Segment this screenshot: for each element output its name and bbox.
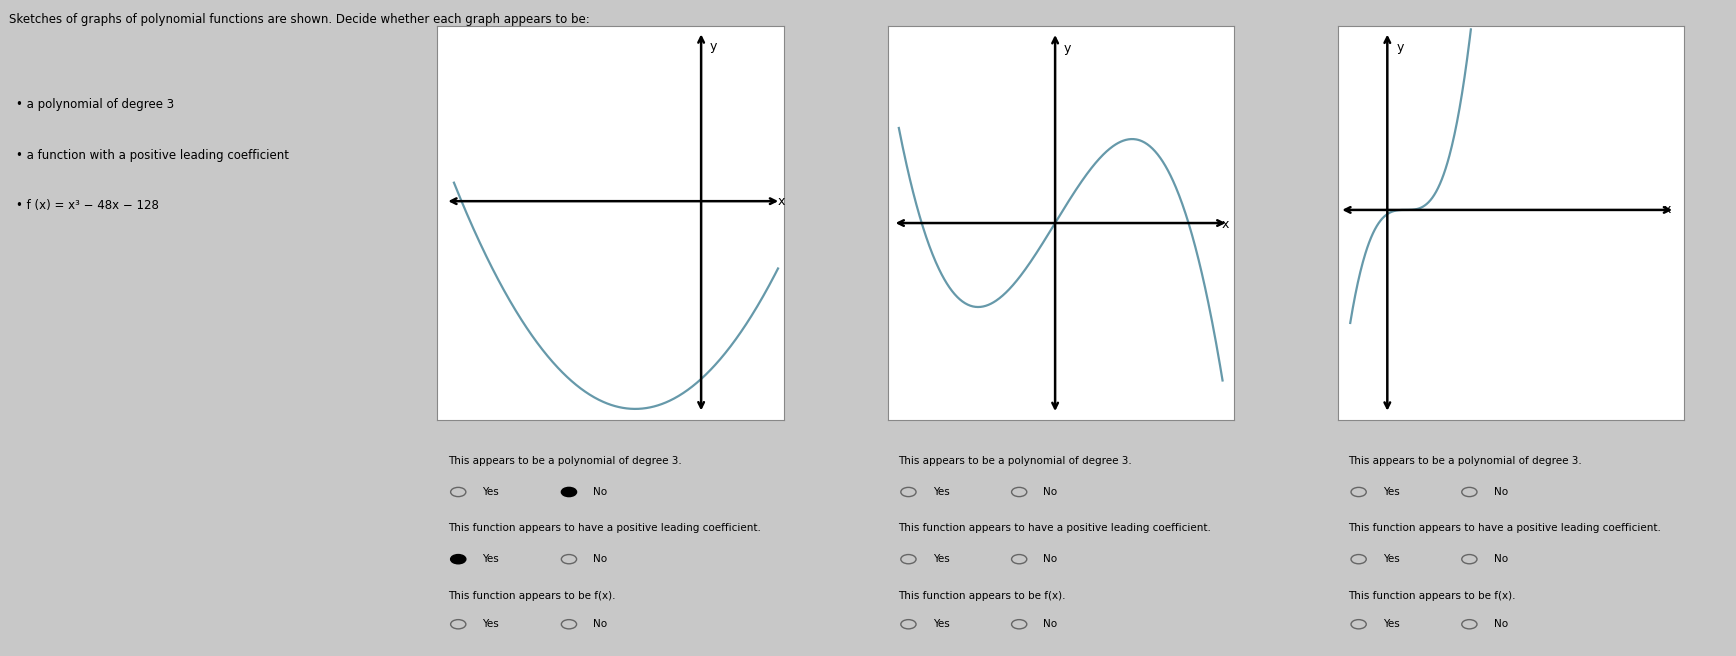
Text: Yes: Yes bbox=[932, 554, 950, 564]
Text: This function appears to be f(x).: This function appears to be f(x). bbox=[1349, 590, 1516, 601]
Text: This appears to be a polynomial of degree 3.: This appears to be a polynomial of degre… bbox=[1349, 457, 1581, 466]
Text: This function appears to have a positive leading coefficient.: This function appears to have a positive… bbox=[898, 523, 1212, 533]
Text: This function appears to have a positive leading coefficient.: This function appears to have a positive… bbox=[448, 523, 760, 533]
Text: This function appears to be f(x).: This function appears to be f(x). bbox=[898, 590, 1066, 601]
Text: No: No bbox=[1493, 487, 1509, 497]
Text: Sketches of graphs of polynomial functions are shown. Decide whether each graph : Sketches of graphs of polynomial functio… bbox=[9, 13, 590, 26]
Text: Yes: Yes bbox=[483, 619, 500, 629]
Text: This appears to be a polynomial of degree 3.: This appears to be a polynomial of degre… bbox=[448, 457, 682, 466]
Circle shape bbox=[561, 487, 576, 497]
Text: y: y bbox=[710, 40, 717, 53]
Text: No: No bbox=[1043, 554, 1057, 564]
Text: Yes: Yes bbox=[483, 554, 500, 564]
Text: • a polynomial of degree 3: • a polynomial of degree 3 bbox=[16, 98, 174, 111]
Text: y: y bbox=[1064, 42, 1071, 55]
Text: • f (x) = x³ − 48x − 128: • f (x) = x³ − 48x − 128 bbox=[16, 199, 160, 213]
Text: This appears to be a polynomial of degree 3.: This appears to be a polynomial of degre… bbox=[898, 457, 1132, 466]
Text: No: No bbox=[1043, 487, 1057, 497]
Text: x: x bbox=[1663, 203, 1670, 216]
Text: Yes: Yes bbox=[932, 487, 950, 497]
Text: y: y bbox=[1396, 41, 1404, 54]
Text: This function appears to have a positive leading coefficient.: This function appears to have a positive… bbox=[1349, 523, 1661, 533]
Text: No: No bbox=[594, 487, 608, 497]
Text: No: No bbox=[1493, 619, 1509, 629]
Text: x: x bbox=[1220, 218, 1229, 231]
Text: • a function with a positive leading coefficient: • a function with a positive leading coe… bbox=[16, 148, 290, 161]
Text: No: No bbox=[594, 554, 608, 564]
Text: Yes: Yes bbox=[483, 487, 500, 497]
Text: This function appears to be f(x).: This function appears to be f(x). bbox=[448, 590, 615, 601]
Text: No: No bbox=[1493, 554, 1509, 564]
Circle shape bbox=[451, 554, 465, 564]
Text: Yes: Yes bbox=[932, 619, 950, 629]
Text: x: x bbox=[778, 195, 785, 209]
Text: Yes: Yes bbox=[1384, 554, 1399, 564]
Text: Yes: Yes bbox=[1384, 619, 1399, 629]
Text: No: No bbox=[594, 619, 608, 629]
Text: No: No bbox=[1043, 619, 1057, 629]
Text: Yes: Yes bbox=[1384, 487, 1399, 497]
